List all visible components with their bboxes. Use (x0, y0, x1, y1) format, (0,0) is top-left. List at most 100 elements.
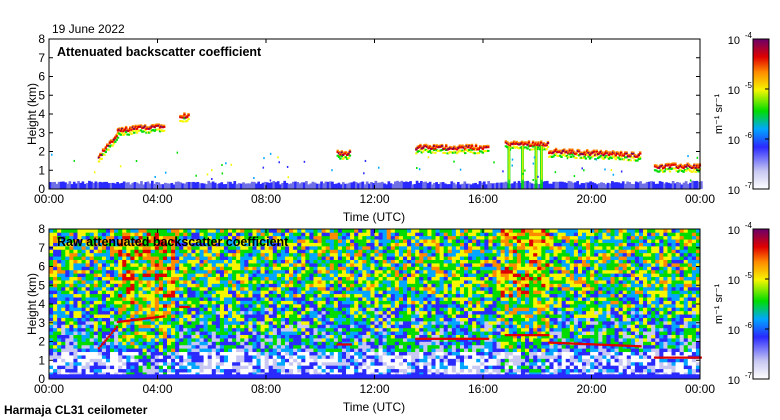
raw-backscatter-cell (272, 361, 278, 366)
raw-backscatter-cell (647, 321, 652, 325)
raw-backscatter-cell (284, 372, 290, 376)
raw-backscatter-cell (683, 331, 689, 335)
raw-backscatter-cell (647, 300, 652, 305)
raw-backscatter-cell (284, 368, 290, 373)
raw-backscatter-cell (512, 355, 518, 359)
raw-backscatter-cell (256, 314, 261, 318)
raw-backscatter-cell (358, 321, 363, 325)
raw-backscatter-cell (427, 314, 432, 318)
raw-backscatter-cell (280, 334, 286, 339)
raw-backscatter-cell (280, 355, 286, 359)
raw-backscatter-cell (618, 348, 623, 353)
raw-backscatter-cell (321, 317, 326, 322)
raw-backscatter-cell (411, 307, 416, 312)
raw-backscatter-cell (683, 324, 689, 329)
raw-backscatter-cell (671, 358, 676, 363)
backscatter-cell (107, 183, 111, 189)
raw-backscatter-cell (325, 351, 331, 356)
raw-backscatter-cell (130, 365, 135, 370)
raw-backscatter-cell (687, 317, 693, 322)
raw-backscatter-cell (675, 300, 680, 305)
raw-backscatter-cell (228, 368, 233, 373)
raw-backscatter-cell (427, 361, 432, 366)
raw-backscatter-cell (671, 368, 676, 373)
raw-backscatter-cell (492, 314, 497, 318)
raw-backscatter-cell (228, 304, 233, 308)
raw-backscatter-cell (187, 348, 192, 353)
raw-backscatter-cell (545, 355, 550, 359)
raw-backscatter-cell (431, 331, 436, 335)
backscatter-cell (407, 181, 410, 189)
raw-backscatter-cell (431, 310, 436, 315)
cloud-cell (606, 152, 609, 154)
backscatter-cell (148, 183, 152, 189)
cloud-cell (603, 156, 607, 159)
raw-backscatter-cell (386, 324, 392, 329)
raw-backscatter-cell (423, 317, 428, 322)
raw-backscatter-cell (85, 324, 90, 329)
raw-backscatter-cell (651, 321, 656, 325)
raw-backscatter-cell (183, 314, 188, 318)
raw-backscatter-cell (191, 361, 196, 366)
raw-backscatter-cell (569, 300, 575, 305)
raw-backscatter-cell (105, 331, 111, 335)
raw-backscatter-cell (675, 361, 680, 366)
raw-backscatter-cell (643, 300, 648, 305)
raw-backscatter-cell (651, 344, 656, 349)
raw-backscatter-cell (158, 300, 164, 305)
raw-backscatter-cell (321, 324, 326, 329)
raw-backscatter-cell (651, 341, 656, 346)
raw-backscatter-cell (179, 331, 184, 335)
raw-backscatter-cell (293, 341, 298, 346)
raw-backscatter-cell (618, 338, 623, 342)
raw-backscatter-cell (313, 304, 318, 308)
raw-backscatter-cell (69, 355, 74, 359)
raw-backscatter-cell (626, 327, 632, 332)
raw-backscatter-cell (337, 365, 343, 370)
raw-backscatter-cell (496, 368, 501, 373)
raw-backscatter-cell (459, 327, 465, 332)
raw-backscatter-cell (146, 358, 152, 363)
raw-backscatter-cell (321, 304, 326, 308)
raw-backscatter-cell (309, 324, 314, 329)
sparse-cell (604, 168, 606, 171)
raw-backscatter-cell (382, 331, 388, 335)
raw-backscatter-cell (679, 300, 685, 305)
raw-backscatter-cell (541, 372, 546, 376)
raw-backscatter-cell (374, 307, 379, 312)
raw-backscatter-cell (626, 334, 632, 339)
backscatter-cell (396, 180, 399, 189)
sparse-cell (211, 169, 213, 172)
raw-backscatter-cell (57, 348, 62, 353)
cloud-cell (630, 156, 634, 159)
raw-backscatter-cell (464, 334, 469, 339)
raw-backscatter-cell (370, 365, 375, 370)
raw-backscatter-cell (472, 317, 477, 322)
raw-backscatter-cell (545, 348, 550, 353)
raw-backscatter-cell (313, 310, 318, 315)
raw-backscatter-cell (175, 334, 180, 339)
backscatter-cell (155, 181, 158, 189)
backscatter-cell (302, 182, 306, 189)
cloud-cell (512, 145, 516, 148)
raw-backscatter-cell (378, 324, 383, 329)
raw-backscatter-cell (667, 317, 672, 322)
raw-backscatter-cell (398, 365, 404, 370)
raw-backscatter-cell (228, 348, 233, 353)
cloud-cell (525, 146, 528, 149)
raw-backscatter-cell (333, 368, 339, 373)
raw-backscatter-cell (573, 334, 579, 339)
raw-backscatter-cell (105, 321, 111, 325)
raw-backscatter-cell (85, 365, 90, 370)
raw-backscatter-cell (154, 314, 160, 318)
raw-backscatter-cell (586, 344, 591, 349)
raw-backscatter-cell (240, 327, 245, 332)
backscatter-cell (483, 181, 486, 189)
backscatter-cell (556, 181, 560, 189)
raw-backscatter-cell (618, 317, 623, 322)
raw-backscatter-cell (667, 338, 672, 342)
raw-backscatter-cell (134, 310, 139, 315)
cloud-cell (450, 147, 453, 150)
raw-backscatter-cell (146, 372, 152, 376)
raw-backscatter-cell (634, 324, 640, 329)
